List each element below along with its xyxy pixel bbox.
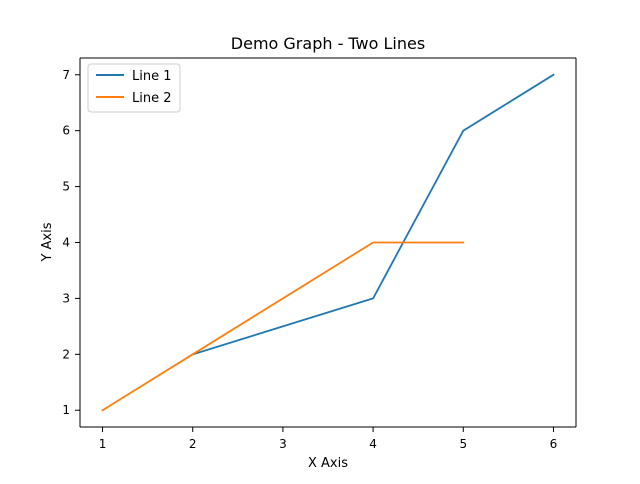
x-tick-label: 2 <box>189 437 197 451</box>
legend: Line 1 Line 2 <box>87 63 181 113</box>
legend-label-line-2: Line 2 <box>132 91 172 106</box>
x-tick-label: 3 <box>279 437 287 451</box>
y-tick-label: 3 <box>62 291 70 305</box>
x-tick-label: 6 <box>550 437 558 451</box>
y-tick-label: 2 <box>62 347 70 361</box>
y-tick-label: 7 <box>62 68 70 82</box>
y-tick-label: 1 <box>62 403 70 417</box>
y-axis-label: Y Axis <box>40 222 55 262</box>
x-tick-label: 4 <box>369 437 377 451</box>
x-axis: 1 2 3 4 5 6 <box>99 427 558 451</box>
y-tick-label: 6 <box>62 124 70 138</box>
x-tick-label: 1 <box>99 437 107 451</box>
y-tick-label: 5 <box>62 180 70 194</box>
series-line-1 <box>191 73 555 356</box>
y-axis: 1 2 3 4 5 6 7 <box>62 68 80 417</box>
plot-area <box>80 58 576 427</box>
x-tick-label: 5 <box>459 437 467 451</box>
series-layer <box>101 73 555 412</box>
series-line-2 <box>101 241 465 412</box>
x-axis-label: X Axis <box>308 456 348 471</box>
chart-title: Demo Graph - Two Lines <box>231 34 425 53</box>
y-tick-label: 4 <box>62 236 70 250</box>
legend-label-line-1: Line 1 <box>132 69 172 84</box>
